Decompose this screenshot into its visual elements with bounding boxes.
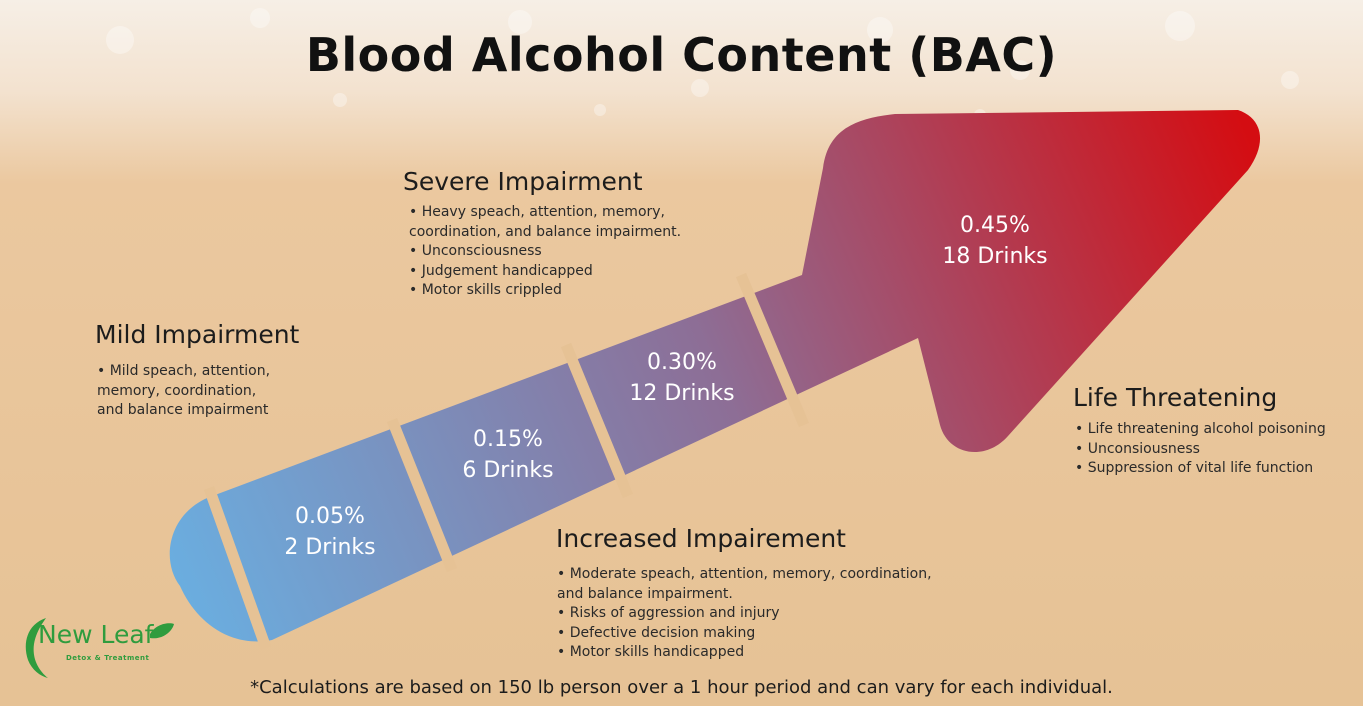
life-threatening-heading: Life Threatening (1073, 383, 1278, 412)
increased-impairment-list: • Moderate speach, attention, memory, co… (557, 565, 932, 663)
logo-tagline: Detox & Treatment (66, 654, 150, 662)
segment-label-1: 0.05% 2 Drinks (265, 501, 395, 563)
severe-impairment-heading: Severe Impairment (403, 167, 643, 196)
segment-label-2: 0.15% 6 Drinks (443, 424, 573, 486)
list-item: • Motor skills handicapped (557, 644, 745, 660)
segment-drinks: 2 Drinks (284, 535, 376, 560)
list-item: • Moderate speach, attention, memory, co… (557, 566, 932, 582)
list-item: • Suppression of vital life function (1075, 460, 1314, 476)
list-item: • Unconsiousness (1075, 440, 1200, 457)
list-item: • Heavy speach, attention, memory, (409, 204, 665, 220)
logo-name: New Leaf (38, 620, 154, 649)
footnote: *Calculations are based on 150 lb person… (250, 677, 1113, 698)
list-item: memory, coordination, (97, 382, 257, 399)
list-item: • Judgement handicapped (409, 262, 593, 279)
list-item: • Defective decision making (557, 624, 756, 641)
segment-percent: 0.15% (473, 427, 543, 452)
list-item: • Life threatening alcohol poisoning (1075, 421, 1326, 437)
segment-drinks: 6 Drinks (462, 458, 554, 483)
list-item: • Risks of aggression and injury (557, 605, 780, 621)
list-item: and balance impairment (97, 402, 269, 418)
new-leaf-logo: New Leaf Detox & Treatment (22, 614, 182, 684)
mild-impairment-list: • Mild speach, attention, memory, coordi… (97, 362, 270, 421)
list-item: • Unconsciousness (409, 243, 542, 259)
list-item: and balance impairment. (557, 585, 733, 602)
bac-arrow (169, 110, 1261, 642)
list-item: • Motor skills crippled (409, 282, 562, 298)
mild-impairment-heading: Mild Impairment (95, 320, 300, 349)
segment-percent: 0.45% (960, 213, 1030, 238)
segment-percent: 0.30% (647, 350, 717, 375)
page-title: Blood Alcohol Content (BAC) (305, 28, 1058, 82)
severe-impairment-list: • Heavy speach, attention, memory, coord… (409, 203, 681, 301)
leaf-icon (150, 623, 174, 639)
list-item: • Mild speach, attention, (97, 363, 271, 379)
segment-drinks: 12 Drinks (629, 381, 735, 406)
segment-percent: 0.05% (295, 504, 365, 529)
life-threatening-list: • Life threatening alcohol poisoning • U… (1075, 420, 1326, 479)
list-item: coordination, and balance impairment. (409, 223, 682, 240)
segment-label-4: 0.45% 18 Drinks (920, 210, 1070, 272)
segment-dividers (203, 272, 810, 650)
increased-impairment-heading: Increased Impairement (556, 524, 846, 553)
logo-swoosh-icon (25, 618, 48, 678)
segment-label-3: 0.30% 12 Drinks (617, 347, 747, 409)
segment-drinks: 18 Drinks (942, 244, 1048, 269)
